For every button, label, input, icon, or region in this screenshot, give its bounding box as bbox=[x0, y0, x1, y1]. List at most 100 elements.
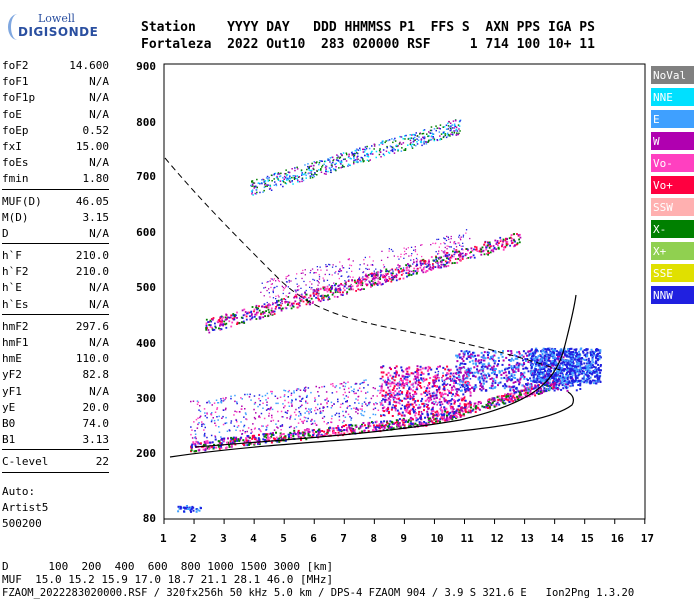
header-row-labels: Station YYYY DAY DDD HHMMSS P1 FFS S AXN… bbox=[141, 20, 595, 35]
y-tick-label: 300 bbox=[136, 392, 156, 405]
x-tick-label: 4 bbox=[250, 532, 257, 545]
param-row: C-level 22 bbox=[2, 454, 109, 470]
lowell-digisonde-logo: Lowell DIGISONDE bbox=[4, 8, 98, 48]
logo-swoosh-icon bbox=[8, 14, 27, 40]
params-group-virtual-heights: h`F 210.0 h`F2 210.0 h`E N/A h`Es N/A bbox=[2, 248, 109, 313]
param-value: 15.00 bbox=[75, 139, 109, 153]
param-row: fmin 1.80 bbox=[2, 171, 109, 187]
y-tick-label: 600 bbox=[136, 226, 156, 239]
param-label: fxI bbox=[2, 139, 22, 153]
x-tick-label: 5 bbox=[280, 532, 287, 545]
auto-program: Artist5 bbox=[2, 501, 49, 514]
param-label: yE bbox=[2, 400, 16, 414]
param-value: 297.6 bbox=[75, 319, 109, 333]
param-value: 20.0 bbox=[82, 400, 110, 414]
y-tick-label: 700 bbox=[136, 170, 156, 183]
param-value: 3.15 bbox=[82, 210, 110, 224]
param-value: 210.0 bbox=[75, 265, 109, 279]
y-tick-label: 900 bbox=[136, 60, 156, 73]
param-value: 1.80 bbox=[82, 172, 110, 186]
x-tick-label: 11 bbox=[460, 532, 474, 545]
auto-version: 500200 bbox=[2, 517, 42, 530]
echo-traces bbox=[177, 119, 602, 513]
legend-item: X+ bbox=[651, 242, 694, 260]
x-tick-label: 15 bbox=[580, 532, 594, 545]
param-value: 3.13 bbox=[82, 433, 110, 447]
param-label: h`E bbox=[2, 281, 22, 295]
param-value: N/A bbox=[89, 226, 109, 240]
x-tick-label: 1 bbox=[160, 532, 167, 545]
param-label: hmF1 bbox=[2, 336, 29, 349]
param-row: h`F2 210.0 bbox=[2, 264, 109, 280]
param-row: fxI 15.00 bbox=[2, 139, 109, 155]
param-row: B1 3.13 bbox=[2, 432, 109, 448]
logo-brand-bottom: DIGISONDE bbox=[18, 25, 99, 39]
legend-item: SSE bbox=[651, 264, 694, 282]
param-label: hmF2 bbox=[2, 319, 29, 333]
param-row: hmF2 297.6 bbox=[2, 319, 109, 335]
x-tick-label: 3 bbox=[220, 532, 227, 545]
separator bbox=[2, 471, 109, 473]
param-value: N/A bbox=[89, 91, 109, 105]
footer-distance-row: D 100 200 400 600 800 1000 1500 3000 [km… bbox=[2, 560, 334, 573]
param-row: foF1 N/A bbox=[2, 74, 109, 90]
param-row: foF1p N/A bbox=[2, 90, 109, 106]
x-tick-label: 9 bbox=[400, 532, 408, 545]
footer-muf-row: MUF 15.0 15.2 15.9 17.0 18.7 21.1 28.1 4… bbox=[2, 573, 334, 586]
param-row: foEs N/A bbox=[2, 155, 109, 171]
param-row: foEp 0.52 bbox=[2, 123, 109, 139]
profile-solid-curve-upper bbox=[194, 294, 577, 448]
param-label: B1 bbox=[2, 433, 16, 447]
param-value: 46.05 bbox=[75, 194, 109, 208]
param-row: hmF1 N/A bbox=[2, 335, 109, 351]
autoscaling-info: Auto: Artist5 500200 bbox=[2, 484, 48, 532]
legend-item: X- bbox=[651, 220, 694, 238]
param-row: MUF(D) 46.05 bbox=[2, 194, 109, 210]
plot-frame bbox=[163, 63, 646, 520]
param-row: B0 74.0 bbox=[2, 416, 109, 432]
param-row: foE N/A bbox=[2, 107, 109, 123]
header-row-values: Fortaleza 2022 Out10 283 020000 RSF 1 71… bbox=[141, 37, 595, 52]
profile-dashed-curve bbox=[164, 157, 561, 371]
param-row: foF2 14.600 bbox=[2, 58, 109, 74]
param-value: 110.0 bbox=[75, 352, 109, 366]
x-tick-label: 17 bbox=[640, 532, 655, 545]
param-row: h`E N/A bbox=[2, 280, 109, 296]
x-tick-label: 14 bbox=[550, 532, 564, 545]
legend-item: W bbox=[651, 132, 694, 150]
param-label: foF1p bbox=[2, 91, 36, 105]
legend-item: Vo- bbox=[651, 154, 694, 172]
params-group-muf: MUF(D) 46.05 M(D) 3.15 D N/A bbox=[2, 194, 109, 243]
param-label: yF2 bbox=[2, 368, 22, 382]
footer-file-info: FZAOM_2022283020000.RSF / 320fx256h 50 k… bbox=[2, 587, 635, 599]
param-label: MUF(D) bbox=[2, 194, 42, 208]
param-row: yE 20.0 bbox=[2, 400, 109, 416]
param-label: hmE bbox=[2, 352, 22, 366]
param-value: 14.600 bbox=[69, 59, 109, 72]
params-group-profile: hmF2 297.6 hmF1 N/A hmE 110.0 yF2 82.8 yF1 N/A yE 2… bbox=[2, 319, 109, 449]
x-tick-label: 8 bbox=[370, 532, 377, 545]
param-value: 82.8 bbox=[82, 368, 110, 382]
param-label: B0 bbox=[2, 416, 16, 430]
param-label: h`F2 bbox=[2, 265, 29, 279]
x-tick-label: 6 bbox=[310, 532, 317, 545]
param-row: D N/A bbox=[2, 226, 109, 242]
separator bbox=[2, 243, 109, 245]
param-label: C-level bbox=[2, 455, 49, 469]
x-tick-label: 2 bbox=[190, 532, 197, 545]
param-label: foE bbox=[2, 107, 22, 121]
param-label: h`F bbox=[2, 249, 22, 263]
params-group-critical-frequencies: foF2 14.600 foF1 N/A foF1p N/A foE N/A foEp 0.52 f… bbox=[2, 58, 109, 188]
param-label: fmin bbox=[2, 172, 29, 186]
param-row: M(D) 3.15 bbox=[2, 210, 109, 226]
param-row: hmE 110.0 bbox=[2, 351, 109, 367]
param-value: N/A bbox=[89, 336, 109, 349]
param-label: foEs bbox=[2, 156, 29, 170]
param-label: M(D) bbox=[2, 210, 29, 224]
separator bbox=[2, 313, 109, 315]
param-value: 210.0 bbox=[75, 249, 109, 263]
param-value: 22 bbox=[95, 455, 109, 469]
y-tick-label: 200 bbox=[136, 447, 156, 460]
y-tick-label: 500 bbox=[136, 281, 156, 294]
auto-label: Auto: bbox=[2, 485, 36, 498]
